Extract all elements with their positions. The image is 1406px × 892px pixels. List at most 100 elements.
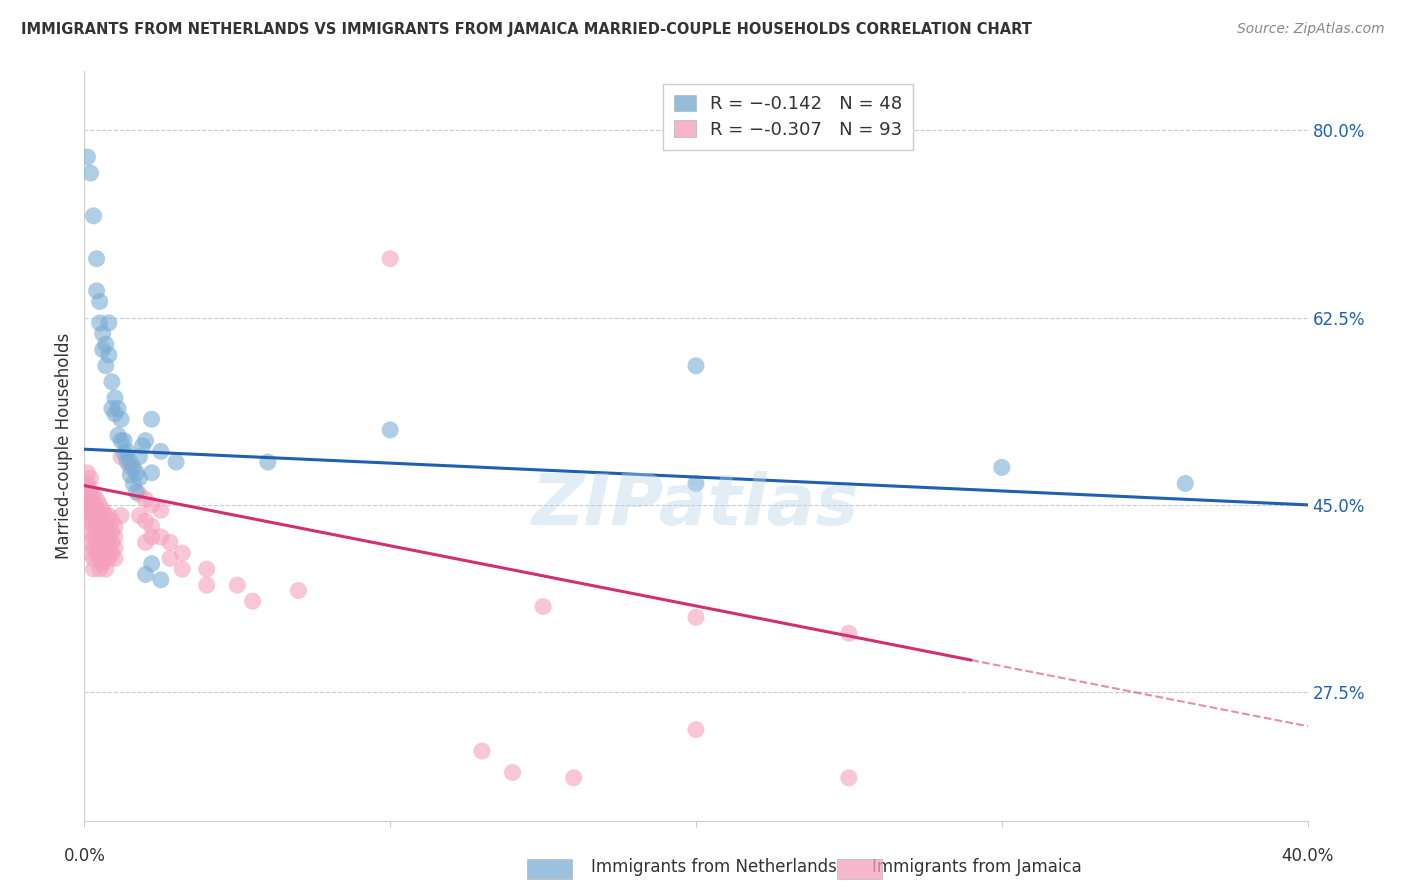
Point	[91, 535, 114, 549]
Point	[135, 535, 157, 549]
Point	[104, 551, 127, 566]
Point	[94, 337, 117, 351]
Point	[380, 423, 402, 437]
Point	[141, 519, 163, 533]
Point	[685, 476, 707, 491]
Point	[287, 583, 309, 598]
Point	[94, 508, 117, 523]
Point	[135, 514, 157, 528]
Point	[125, 485, 148, 500]
Point	[76, 498, 98, 512]
Point	[97, 316, 120, 330]
Point	[89, 498, 111, 512]
Text: Immigrants from Netherlands: Immigrants from Netherlands	[591, 858, 837, 876]
Point	[91, 503, 114, 517]
Point	[83, 209, 105, 223]
Point	[991, 460, 1014, 475]
Point	[86, 503, 108, 517]
Point	[165, 455, 187, 469]
Point	[97, 551, 120, 566]
Point	[89, 316, 111, 330]
Point	[101, 524, 124, 539]
Point	[159, 535, 181, 549]
Point	[91, 514, 114, 528]
Point	[195, 562, 218, 576]
Point	[471, 744, 494, 758]
Point	[79, 535, 101, 549]
Point	[79, 514, 101, 528]
Point	[838, 771, 860, 785]
Point	[97, 541, 120, 555]
Point	[1174, 476, 1197, 491]
Text: 0.0%: 0.0%	[63, 847, 105, 865]
Point	[89, 562, 111, 576]
Point	[94, 551, 117, 566]
Point	[79, 492, 101, 507]
Legend: R = −-0.142   N = 48, R = −-0.307   N = 93: R = −-0.142 N = 48, R = −-0.307 N = 93	[664, 84, 914, 150]
Point	[94, 359, 117, 373]
Point	[128, 471, 150, 485]
Point	[838, 626, 860, 640]
Point	[83, 541, 105, 555]
Point	[89, 541, 111, 555]
Point	[115, 455, 138, 469]
Point	[149, 530, 172, 544]
Point	[79, 508, 101, 523]
Point	[242, 594, 264, 608]
Point	[76, 487, 98, 501]
Point	[101, 375, 124, 389]
Point	[112, 434, 135, 448]
Point	[685, 610, 707, 624]
Point	[141, 557, 163, 571]
Point	[141, 412, 163, 426]
Point	[149, 573, 172, 587]
Point	[172, 562, 194, 576]
Point	[97, 348, 120, 362]
Point	[135, 492, 157, 507]
Point	[135, 434, 157, 448]
Point	[79, 487, 101, 501]
Point	[172, 546, 194, 560]
Point	[122, 476, 145, 491]
Point	[83, 498, 105, 512]
Point	[79, 471, 101, 485]
Point	[79, 166, 101, 180]
Point	[101, 535, 124, 549]
Point	[685, 359, 707, 373]
Text: Immigrants from Jamaica: Immigrants from Jamaica	[872, 858, 1081, 876]
Point	[94, 562, 117, 576]
Point	[76, 476, 98, 491]
Point	[89, 519, 111, 533]
Point	[115, 444, 138, 458]
Point	[94, 530, 117, 544]
Point	[91, 524, 114, 539]
Point	[120, 460, 142, 475]
Point	[86, 252, 108, 266]
Point	[97, 530, 120, 544]
Point	[128, 487, 150, 501]
Point	[107, 401, 129, 416]
Point	[110, 434, 132, 448]
Point	[135, 567, 157, 582]
Point	[83, 562, 105, 576]
Point	[97, 519, 120, 533]
Text: IMMIGRANTS FROM NETHERLANDS VS IMMIGRANTS FROM JAMAICA MARRIED-COUPLE HOUSEHOLDS: IMMIGRANTS FROM NETHERLANDS VS IMMIGRANT…	[21, 22, 1032, 37]
Point	[94, 541, 117, 555]
Point	[101, 401, 124, 416]
Point	[79, 498, 101, 512]
Point	[141, 530, 163, 544]
Point	[128, 450, 150, 464]
Point	[149, 503, 172, 517]
Point	[101, 546, 124, 560]
Y-axis label: Married-couple Households: Married-couple Households	[55, 333, 73, 559]
Point	[86, 514, 108, 528]
Point	[97, 508, 120, 523]
Point	[685, 723, 707, 737]
Point	[131, 439, 153, 453]
Point	[110, 412, 132, 426]
Point	[159, 551, 181, 566]
Text: ZIPatlas: ZIPatlas	[533, 472, 859, 541]
Point	[89, 530, 111, 544]
Point	[86, 546, 108, 560]
Point	[79, 503, 101, 517]
